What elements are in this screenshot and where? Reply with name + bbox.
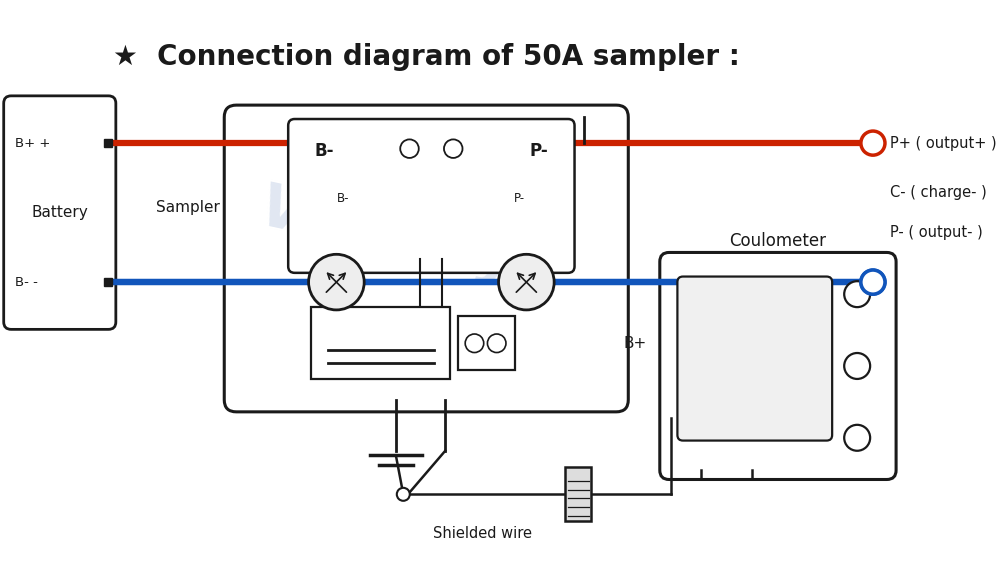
Circle shape [499,255,554,310]
Text: B+: B+ [624,336,647,351]
Circle shape [844,281,870,307]
Text: P- ( output- ): P- ( output- ) [890,226,982,240]
Circle shape [487,334,506,353]
Circle shape [861,270,885,294]
Circle shape [861,131,885,155]
Text: C- ( charge- ): C- ( charge- ) [890,185,986,200]
Text: B-: B- [315,142,334,160]
Bar [565,467,591,521]
Text: Shielded wire: Shielded wire [433,526,532,541]
Circle shape [309,255,364,310]
FancyBboxPatch shape [660,252,896,480]
Text: ★  Connection diagram of 50A sampler :: ★ Connection diagram of 50A sampler : [113,43,740,71]
FancyBboxPatch shape [224,105,628,412]
Circle shape [397,488,410,501]
Circle shape [444,139,463,158]
Text: B- -: B- - [15,276,38,289]
Bar [311,307,450,379]
Circle shape [465,334,484,353]
Circle shape [400,139,419,158]
Text: Battery: Battery [31,205,88,220]
Text: B+ +: B+ + [15,137,50,150]
Bar [458,316,515,370]
Circle shape [844,353,870,379]
Text: P+ ( output+ ): P+ ( output+ ) [890,136,996,151]
Text: Sampler: Sampler [156,200,220,215]
FancyBboxPatch shape [4,96,116,329]
Text: P-: P- [529,142,548,160]
Circle shape [844,425,870,451]
FancyBboxPatch shape [677,277,832,441]
Text: B-: B- [337,192,349,205]
Text: VoltBuy: VoltBuy [253,179,525,292]
Text: P-: P- [514,192,525,205]
FancyBboxPatch shape [288,119,575,273]
Text: Coulometer: Coulometer [729,232,826,251]
Circle shape [861,270,885,294]
